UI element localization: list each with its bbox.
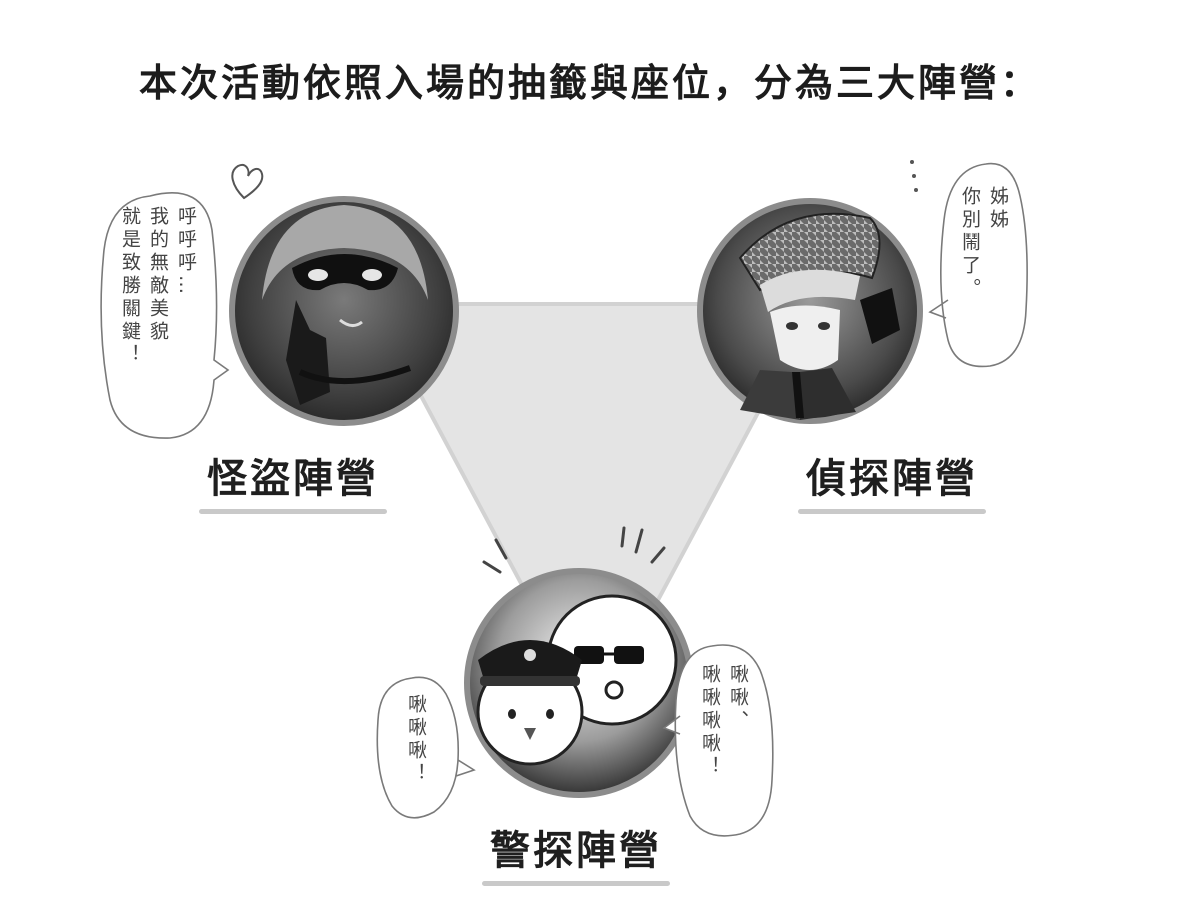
detective-speech-line-1: 姊姊 [987,186,1009,232]
page-title: 本次活動依照入場的抽籤與座位，分為三大陣營： [138,61,1041,105]
heart-icon [231,164,264,200]
police-left-speech-bubble [376,676,476,819]
thief-speech-bubble [100,192,230,439]
police-right-speech-bubble [662,644,774,837]
police-right-speech-line-2: 啾啾啾啾！ [699,664,721,779]
detective-faction-label: 偵探陣營 [798,446,986,514]
police-right-speech-text: 啾啾、 啾啾啾啾！ [696,664,752,834]
police-right-speech-line-1: 啾啾、 [727,664,749,733]
detective-speech-bubble [928,162,1028,368]
thief-speech-text: 呼呼呼… 我的無敵美貌 就是致勝關鍵！ [116,206,200,438]
police-faction-label: 警探陣營 [482,818,670,886]
thief-faction-label: 怪盜陣營 [199,446,387,514]
detective-portrait [697,198,923,424]
surprise-marks-icon [482,526,666,574]
police-left-speech-line-1: 啾啾啾！ [405,694,427,786]
detective-speech-line-2: 你別鬧了。 [959,186,981,301]
thief-speech-line-1: 呼呼呼… [175,206,197,298]
detective-speech-text: 姊姊 你別鬧了。 [956,186,1012,366]
police-left-speech-text: 啾啾啾！ [402,694,430,824]
faction-triangle [370,302,818,722]
thief-speech-line-2: 我的無敵美貌 [147,206,169,344]
thief-portrait [229,196,459,426]
thief-speech-line-3: 就是致勝關鍵！ [119,206,141,367]
police-portrait [464,568,694,798]
ellipsis-icon [910,160,918,192]
